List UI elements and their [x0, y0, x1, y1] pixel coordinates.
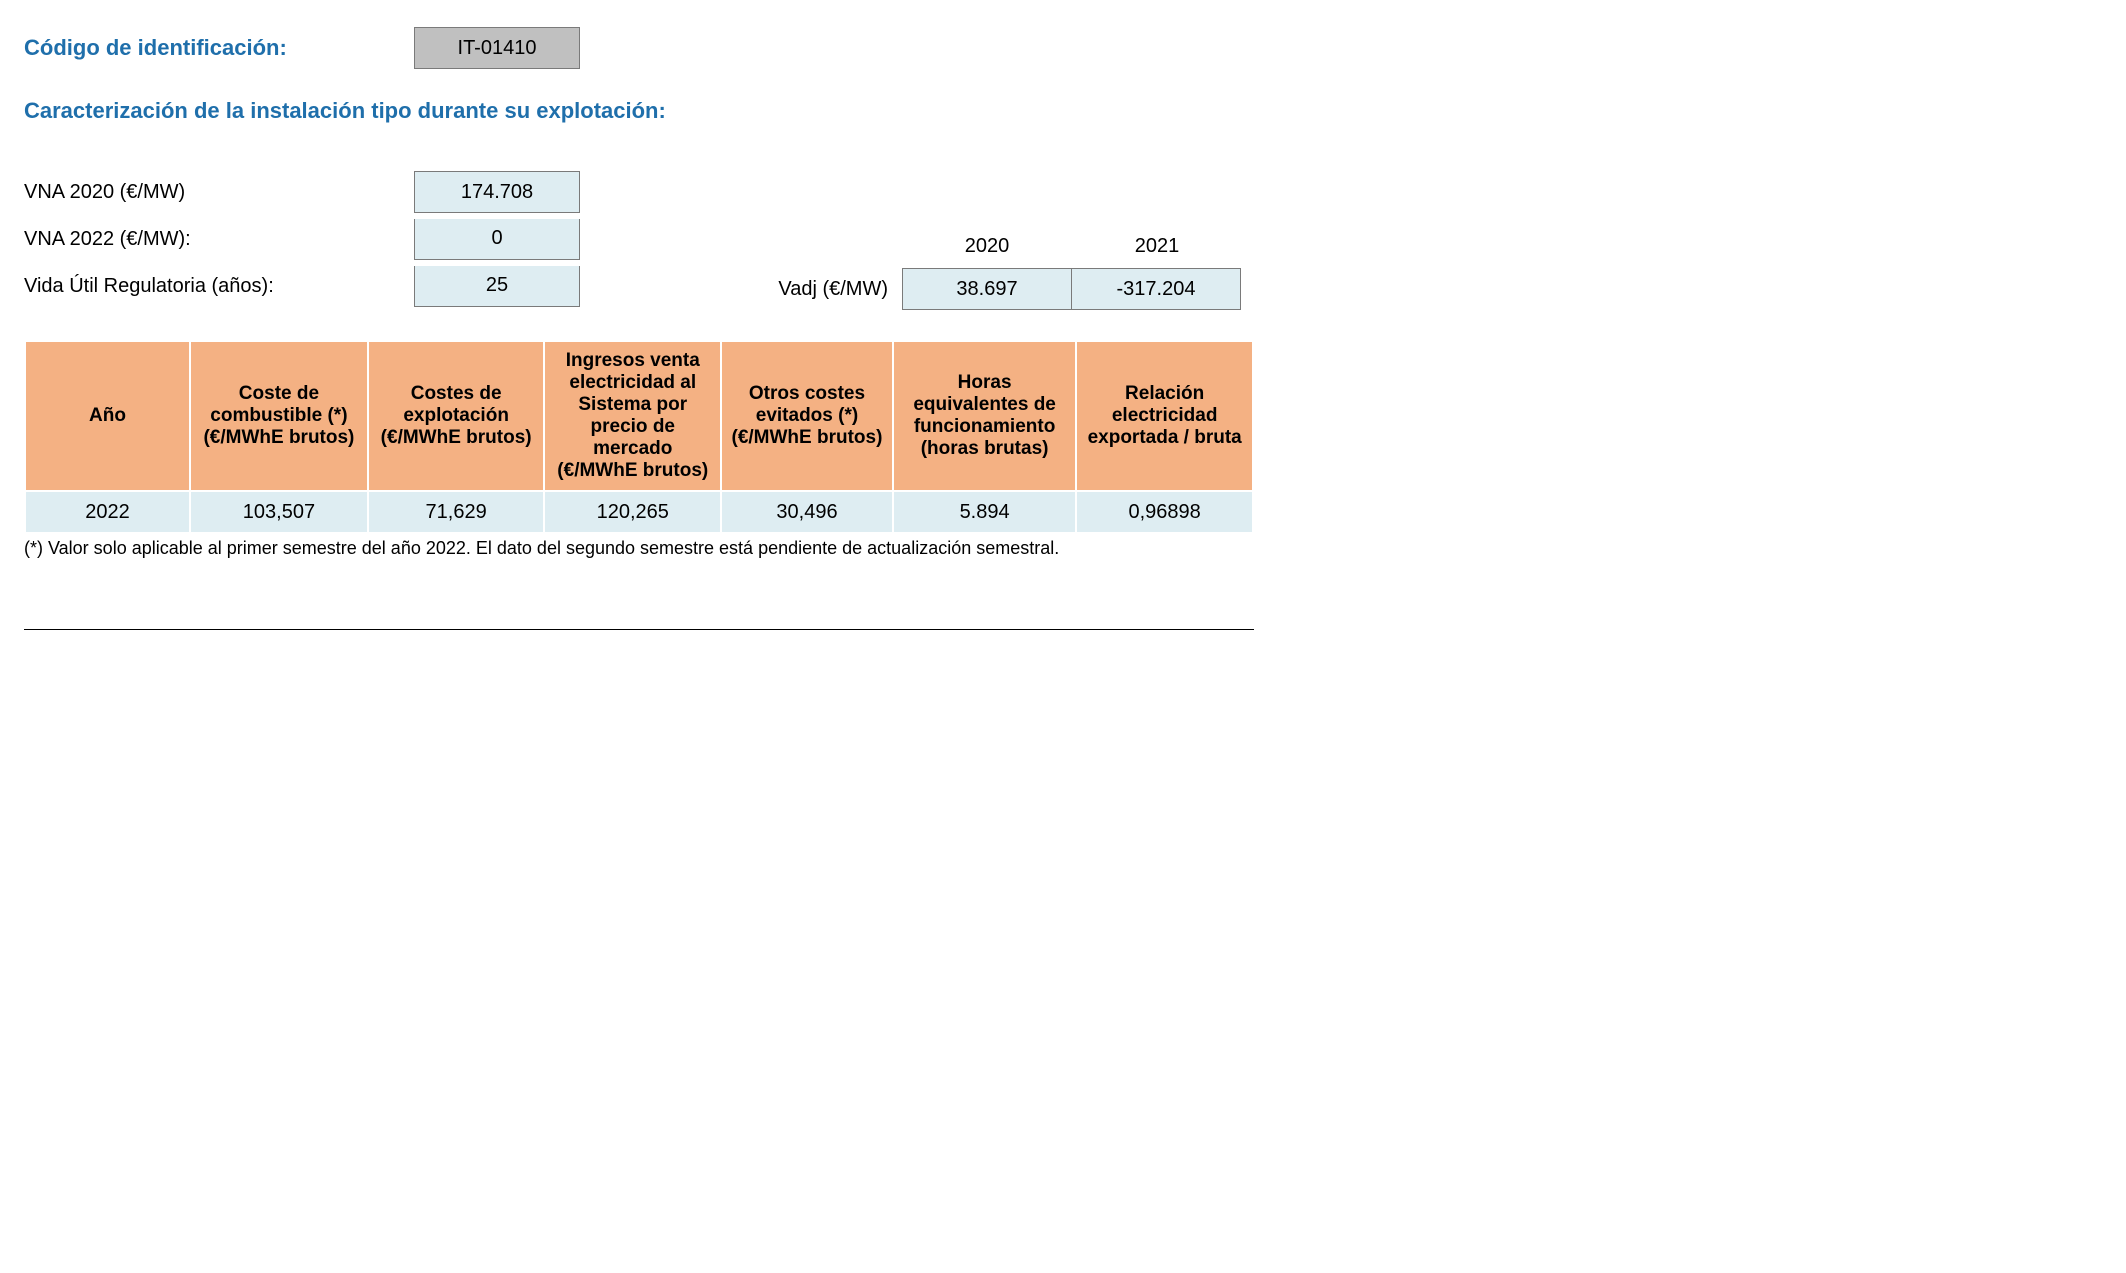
section-title: Caracterización de la instalación tipo d… — [24, 98, 2102, 124]
table-cell: 71,629 — [368, 491, 545, 533]
table-row: 2022103,50771,629120,26530,4965.8940,968… — [25, 491, 1253, 533]
main-table: AñoCoste de combustible (*) (€/MWhE brut… — [24, 340, 1254, 534]
vida-label: Vida Útil Regulatoria (años): — [24, 275, 414, 298]
id-value-box: IT-01410 — [414, 27, 580, 69]
table-header: Costes de explotación (€/MWhE brutos) — [368, 341, 545, 491]
table-header: Coste de combustible (*) (€/MWhE brutos) — [190, 341, 368, 491]
table-cell: 103,507 — [190, 491, 368, 533]
table-header: Otros costes evitados (*) (€/MWhE brutos… — [721, 341, 893, 491]
vida-value: 25 — [414, 266, 580, 307]
vna2022-label: VNA 2022 (€/MW): — [24, 228, 414, 251]
table-cell: 5.894 — [893, 491, 1076, 533]
vadj-year-2: 2021 — [1072, 235, 1242, 258]
vadj-year-1: 2020 — [902, 235, 1072, 258]
vadj-label: Vadj (€/MW) — [760, 278, 902, 301]
separator-line — [24, 629, 1254, 630]
table-header: Relación electricidad exportada / bruta — [1076, 341, 1253, 491]
table-cell: 120,265 — [544, 491, 721, 533]
table-cell: 0,96898 — [1076, 491, 1253, 533]
vna2020-label: VNA 2020 (€/MW) — [24, 181, 414, 204]
id-label: Código de identificación: — [24, 35, 414, 61]
table-header: Horas equivalentes de funcionamiento (ho… — [893, 341, 1076, 491]
vna2020-value: 174.708 — [414, 171, 580, 213]
vadj-value-2: -317.204 — [1072, 268, 1241, 310]
table-header: Ingresos venta electricidad al Sistema p… — [544, 341, 721, 491]
vadj-value-1: 38.697 — [902, 268, 1072, 310]
vna2022-value: 0 — [414, 219, 580, 260]
footnote: (*) Valor solo aplicable al primer semes… — [24, 538, 2102, 559]
table-cell: 30,496 — [721, 491, 893, 533]
table-header: Año — [25, 341, 190, 491]
table-cell: 2022 — [25, 491, 190, 533]
